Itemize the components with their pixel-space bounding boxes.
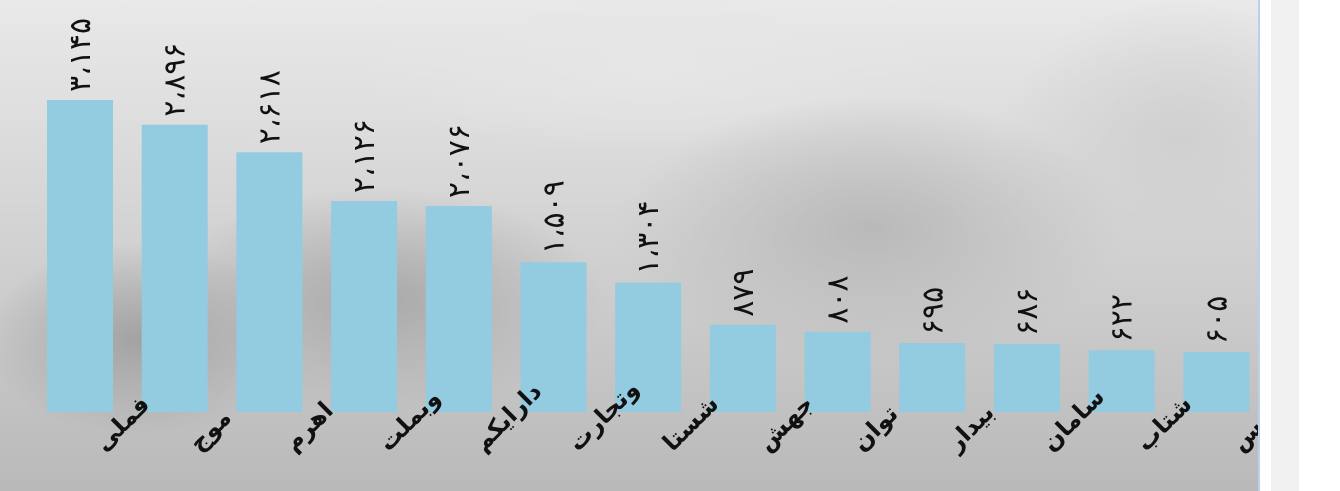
panel-gap: [1260, 0, 1271, 491]
bar-5: [425, 206, 492, 412]
bar-2: [141, 124, 208, 412]
value-label-1: ۳،۱۴۵: [63, 18, 98, 92]
bar-10: [899, 343, 966, 412]
scrollbar-track[interactable]: [1271, 0, 1299, 491]
value-label-9: ۸۰۸: [821, 275, 856, 323]
bar-11: [994, 343, 1060, 412]
bar-1: [47, 100, 113, 412]
bar-13: [1183, 352, 1250, 412]
value-label-13: ۶۰۵: [1199, 296, 1234, 344]
bar-6: [520, 262, 587, 412]
value-label-6: ۱،۵۰۹: [537, 180, 572, 254]
bar-7: [615, 282, 682, 412]
bar-4: [331, 201, 398, 412]
bar-3: [236, 152, 303, 413]
page-edge: [1299, 0, 1340, 491]
value-label-5: ۲،۰۷۶: [442, 124, 477, 198]
value-label-8: ۸۷۹: [726, 268, 761, 316]
value-labels: ۳،۱۴۵ ۲،۸۹۶ ۲،۶۱۸ ۲،۱۲۶ ۲،۰۷۶ ۱،۵۰۹ ۱،۳۰۴ ۸۷۹ ۸۰…: [63, 18, 1234, 344]
value-label-2: ۲،۸۹۶: [158, 43, 193, 117]
value-label-12: ۶۲۲: [1105, 294, 1140, 342]
bar-chart: ۳،۱۴۵ ۲،۸۹۶ ۲،۶۱۸ ۲،۱۲۶ ۲،۰۷۶ ۱،۵۰۹ ۱،۳۰۴ ۸۷۹ ۸۰…: [47, 18, 1258, 457]
bar-9: [804, 331, 871, 412]
chart-panel: ۳،۱۴۵ ۲،۸۹۶ ۲،۶۱۸ ۲،۱۲۶ ۲،۰۷۶ ۱،۵۰۹ ۱،۳۰۴ ۸۷۹ ۸۰…: [0, 0, 1258, 491]
bar-12: [1088, 350, 1155, 412]
value-label-11: ۶۸۶: [1010, 288, 1045, 336]
bar-8: [709, 324, 776, 412]
value-label-7: ۱،۳۰۴: [631, 200, 666, 274]
value-label-3: ۲،۶۱۸: [252, 70, 287, 144]
panel-border: [1258, 0, 1260, 491]
bars: [47, 100, 1250, 413]
value-label-4: ۲،۱۲۶: [347, 119, 382, 193]
value-label-10: ۶۹۵: [915, 287, 950, 335]
